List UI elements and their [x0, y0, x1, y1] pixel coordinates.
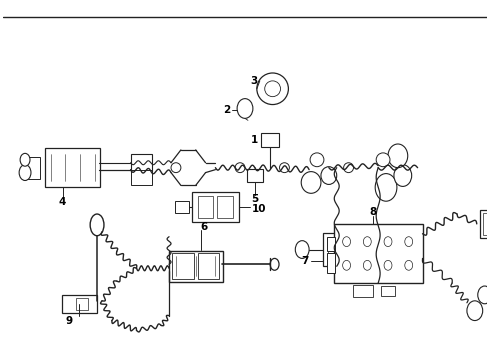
Bar	[261, 132, 278, 148]
Bar	[192, 192, 239, 222]
Bar	[197, 196, 214, 218]
Ellipse shape	[19, 165, 31, 180]
Ellipse shape	[384, 260, 392, 270]
Bar	[323, 233, 350, 266]
Bar	[328, 239, 345, 248]
Text: 2: 2	[223, 105, 230, 116]
Text: 1: 1	[250, 135, 258, 145]
Bar	[328, 251, 345, 260]
Text: 6: 6	[200, 222, 208, 232]
Ellipse shape	[321, 167, 337, 184]
Bar	[218, 196, 233, 218]
Circle shape	[310, 153, 324, 167]
Circle shape	[279, 163, 290, 172]
Bar	[76, 298, 88, 310]
Ellipse shape	[90, 214, 104, 236]
Ellipse shape	[343, 237, 350, 247]
Circle shape	[171, 163, 181, 172]
Text: 9: 9	[66, 316, 73, 325]
Ellipse shape	[295, 240, 309, 258]
Bar	[480, 210, 490, 238]
Ellipse shape	[384, 237, 392, 247]
Bar	[483, 213, 490, 235]
Text: 8: 8	[369, 207, 377, 217]
Ellipse shape	[20, 153, 30, 166]
Ellipse shape	[467, 301, 483, 320]
Text: 3: 3	[250, 76, 258, 86]
Ellipse shape	[270, 258, 279, 270]
Bar	[197, 253, 220, 279]
Circle shape	[376, 153, 390, 167]
Bar	[45, 148, 99, 188]
Text: 4: 4	[59, 197, 66, 207]
Bar	[26, 157, 40, 179]
Bar	[131, 154, 152, 172]
Ellipse shape	[375, 174, 397, 201]
Bar	[175, 201, 189, 213]
Ellipse shape	[364, 260, 371, 270]
Ellipse shape	[364, 237, 371, 247]
Circle shape	[265, 81, 280, 96]
Bar	[381, 286, 395, 296]
Circle shape	[235, 163, 245, 172]
Bar	[247, 168, 263, 183]
Ellipse shape	[405, 237, 413, 247]
Ellipse shape	[343, 260, 350, 270]
Bar	[172, 253, 194, 279]
Circle shape	[343, 163, 353, 172]
Text: 7: 7	[302, 256, 309, 266]
Bar	[334, 224, 422, 283]
Bar	[169, 251, 223, 282]
Text: 10: 10	[252, 204, 267, 214]
Circle shape	[257, 73, 289, 104]
Bar	[131, 170, 152, 185]
Bar	[62, 295, 97, 312]
Text: 5: 5	[251, 194, 259, 204]
Bar	[327, 237, 335, 251]
Bar	[353, 285, 373, 297]
Ellipse shape	[478, 286, 490, 304]
Ellipse shape	[301, 172, 321, 193]
Bar	[327, 253, 335, 273]
Ellipse shape	[388, 144, 408, 168]
Ellipse shape	[237, 99, 253, 118]
Ellipse shape	[394, 165, 412, 186]
Ellipse shape	[405, 260, 413, 270]
